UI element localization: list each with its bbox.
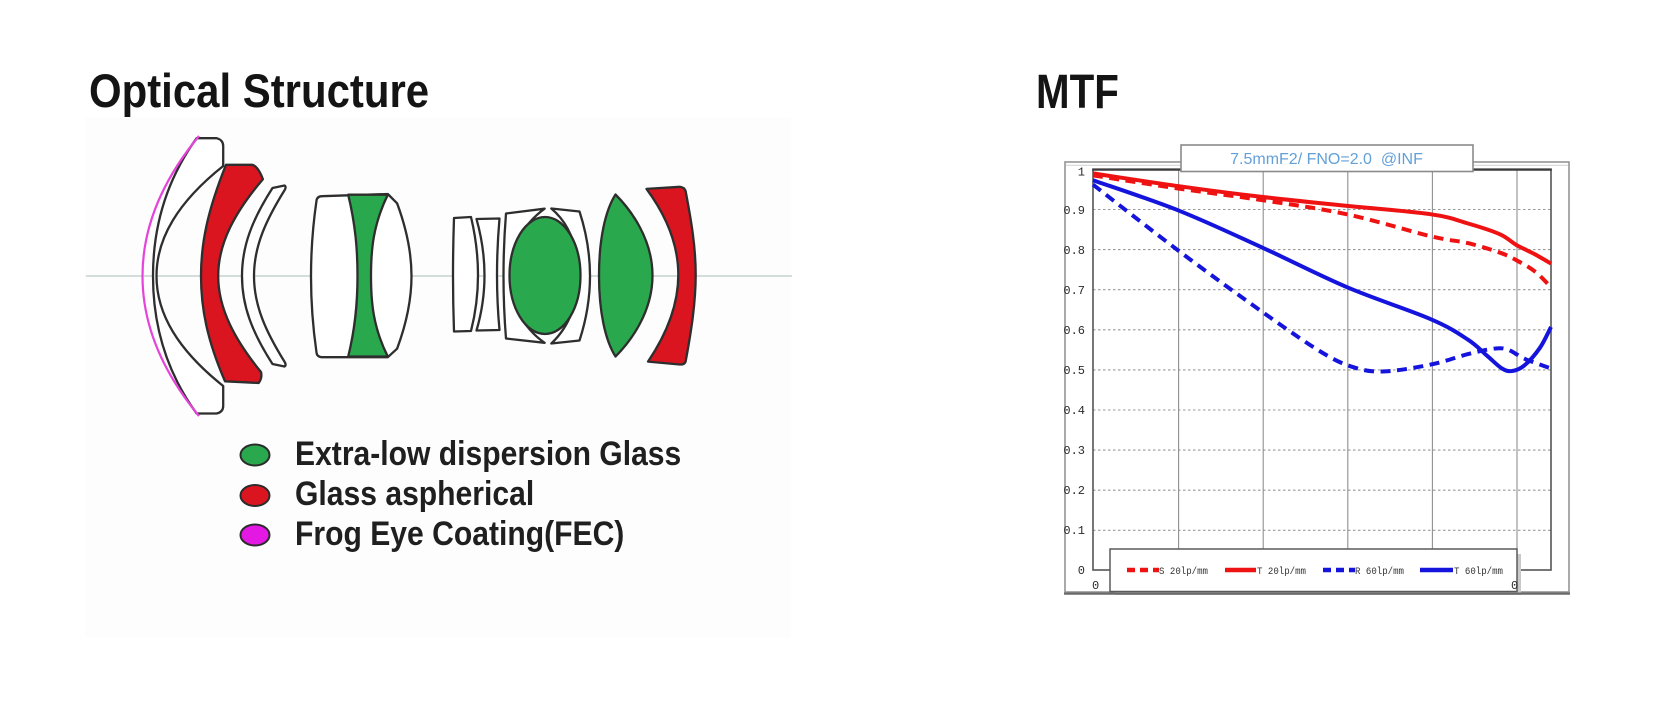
svg-text:0.1: 0.1 [1063,524,1085,538]
svg-text:0: 0 [1092,579,1099,593]
svg-text:0: 0 [1078,564,1085,578]
svg-text:S 20lp/mm: S 20lp/mm [1159,566,1208,578]
svg-text:R 60lp/mm: R 60lp/mm [1355,566,1404,578]
svg-text:0.2: 0.2 [1063,484,1085,498]
svg-text:0.6: 0.6 [1063,324,1085,338]
svg-text:0.9: 0.9 [1063,204,1085,218]
svg-text:0.5: 0.5 [1063,364,1085,378]
svg-text:0.8: 0.8 [1063,244,1085,258]
svg-text:0.4: 0.4 [1063,404,1085,418]
svg-text:0: 0 [1511,579,1518,593]
svg-text:7.5mmF2/ FNO=2.0 @INF: 7.5mmF2/ FNO=2.0 @INF [1230,151,1423,168]
svg-text:0.7: 0.7 [1063,284,1085,298]
svg-text:T 20lp/mm: T 20lp/mm [1257,566,1306,578]
svg-text:1: 1 [1078,166,1085,180]
svg-text:0.3: 0.3 [1063,444,1085,458]
svg-text:T 60lp/mm: T 60lp/mm [1454,566,1503,578]
